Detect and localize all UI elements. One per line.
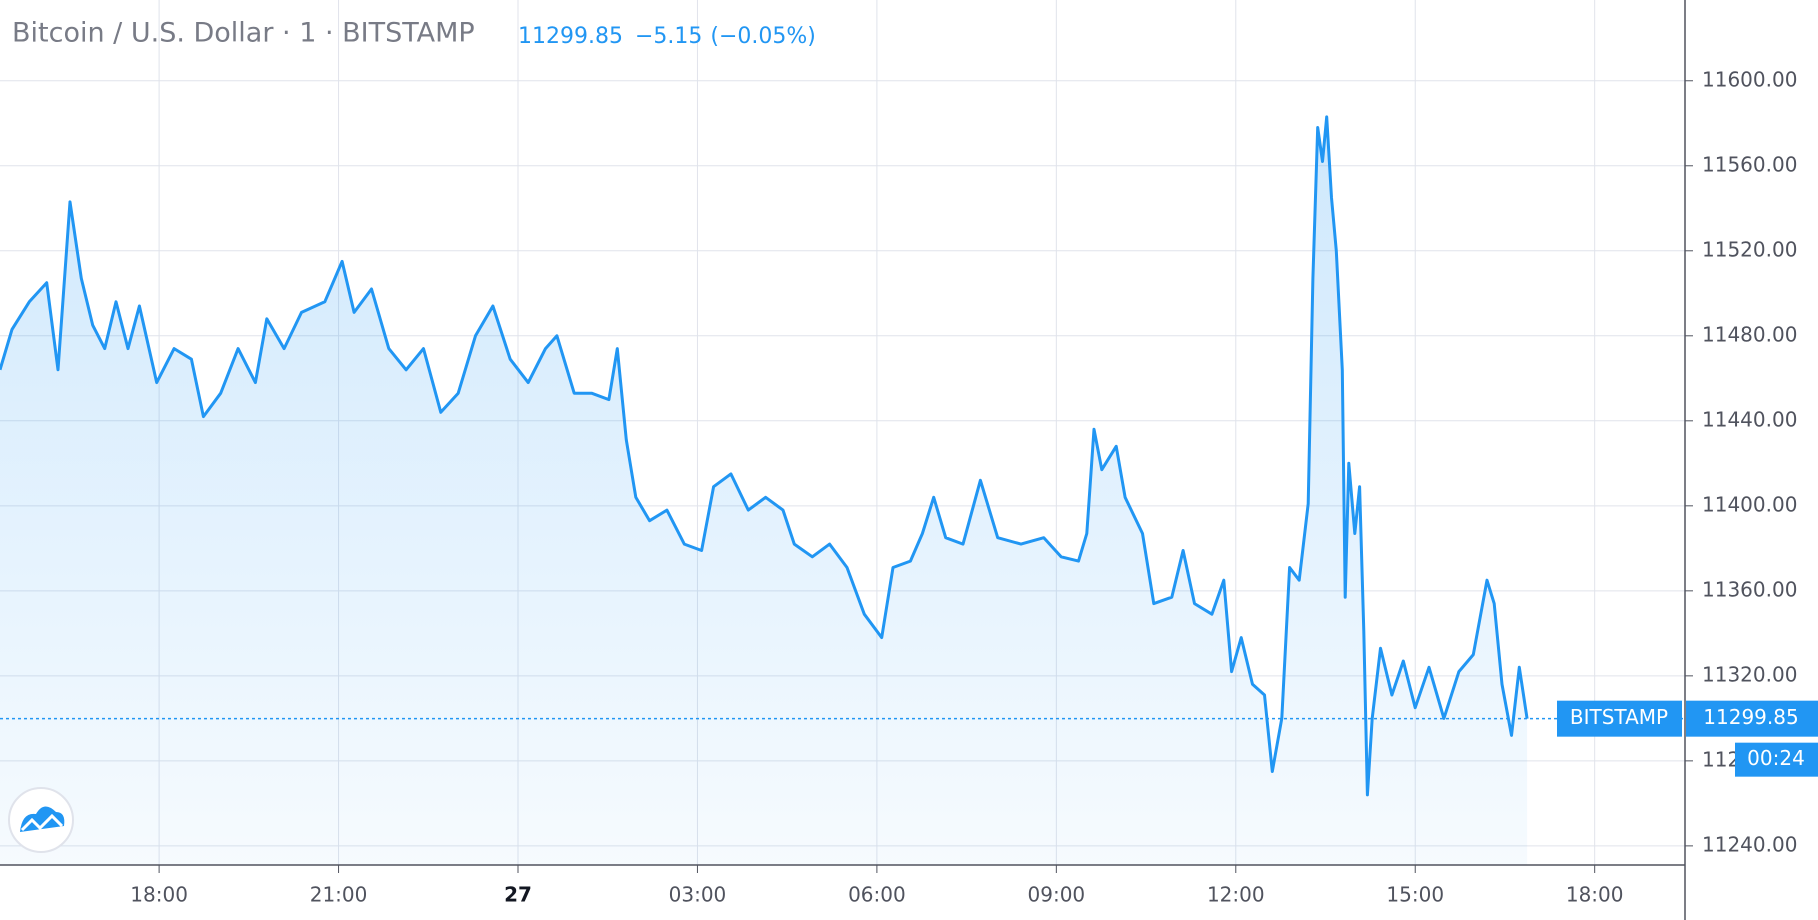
- y-tick-label: 11520.00: [1702, 237, 1797, 261]
- symbol-title: Bitcoin / U.S. Dollar · 1 · BITSTAMP: [12, 18, 475, 49]
- x-tick-label: 09:00: [1028, 883, 1086, 907]
- series-tag: BITSTAMP: [1570, 705, 1668, 729]
- last-price-tag-bg: [1686, 700, 1818, 737]
- x-tick-label: 06:00: [848, 883, 906, 907]
- price-line: [0, 115, 1529, 797]
- y-tick-label: 11240.00: [1702, 832, 1797, 856]
- countdown-bg: [1735, 742, 1818, 777]
- countdown: 00:24: [1747, 746, 1805, 770]
- x-tick-label: 21:00: [310, 883, 368, 907]
- series-tag-bg: [1557, 700, 1682, 737]
- y-tick-label: 11600.00: [1702, 67, 1797, 91]
- logo[interactable]: [8, 787, 74, 853]
- last-price: 11299.85: [518, 24, 623, 49]
- y-tick-label: 11320.00: [1702, 662, 1797, 686]
- x-tick-label: 18:00: [130, 883, 188, 907]
- last-price-tag: 11299.85: [1703, 705, 1798, 729]
- x-tick-label: 15:00: [1386, 883, 1444, 907]
- price-change: −5.15: [635, 24, 702, 49]
- area-fill: [0, 116, 1528, 865]
- y-tick-label: 11480.00: [1702, 322, 1797, 346]
- x-tick-label: 12:00: [1207, 883, 1265, 907]
- x-tick-label: 27: [504, 883, 532, 907]
- y-tick-label: 11360.00: [1702, 577, 1797, 601]
- x-tick-label: 03:00: [669, 883, 727, 907]
- y-tick-label: 11400.00: [1702, 492, 1797, 516]
- y-tick-label: 11440.00: [1702, 407, 1797, 431]
- price-change-percent: (−0.05%): [710, 24, 816, 49]
- x-tick-label: 18:00: [1566, 883, 1624, 907]
- y-tick-label: 11560.00: [1702, 152, 1797, 176]
